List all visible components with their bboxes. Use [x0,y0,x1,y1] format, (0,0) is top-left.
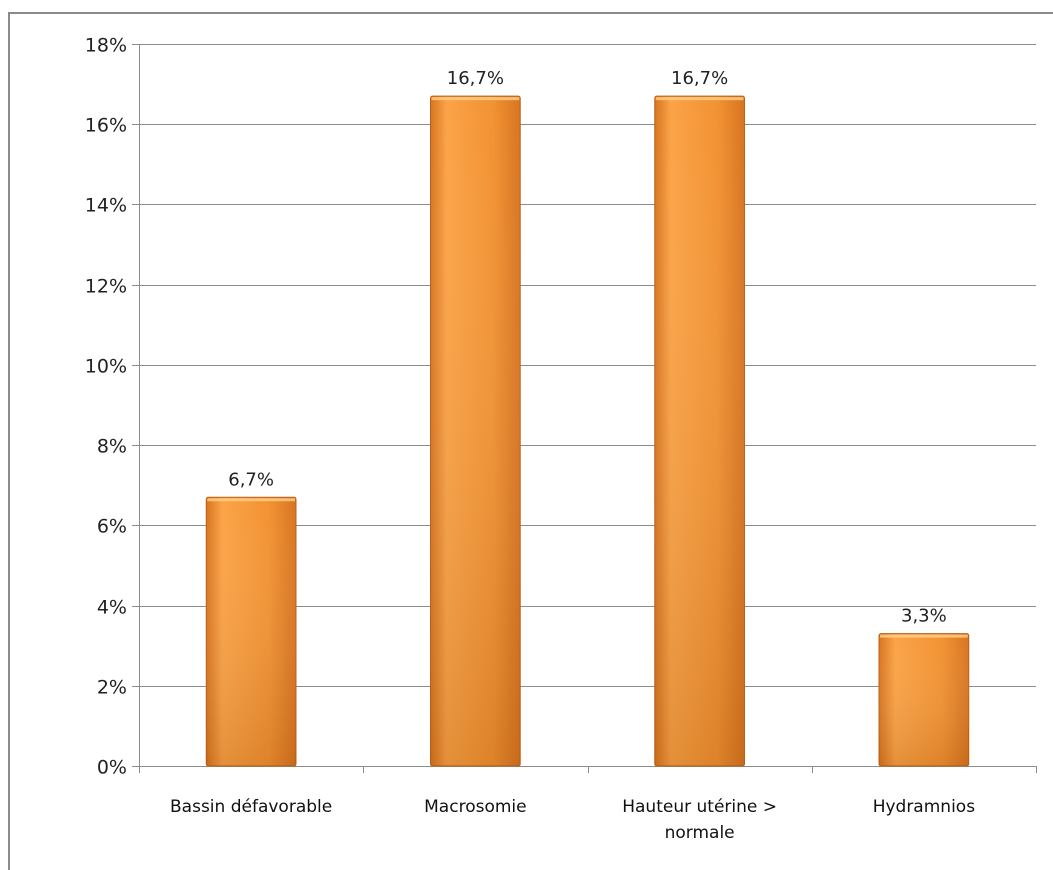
bar [878,633,970,767]
y-tick-label: 18% [85,35,127,57]
data-label: 16,7% [447,68,504,89]
data-label: 16,7% [671,68,728,89]
x-category-label: Hauteur utérine > normale [622,797,777,843]
x-category-label: Macrosomie [424,797,526,817]
data-label: 3,3% [901,606,947,627]
bars [205,95,970,767]
y-tick-label: 8% [97,436,127,458]
y-tick-label: 16% [85,115,127,137]
y-tick-label: 10% [85,356,127,378]
bar [654,95,745,767]
y-tick-label: 0% [97,757,127,779]
x-category-label: Hydramnios [873,797,976,817]
y-tick-label: 6% [97,516,127,538]
bar [205,496,297,767]
bar [430,95,521,767]
y-tick-label: 4% [97,597,127,619]
labels: 0% 2% 4% 6% 8% 10% 12% 14% 16% 18% 6,7% Bassin défa… [85,35,975,844]
y-tick-label: 2% [97,677,127,699]
y-tick-label: 12% [85,276,127,298]
x-category-label: Bassin défavorable [170,797,332,817]
y-tick-label: 14% [85,195,127,217]
data-label: 6,7% [228,469,274,490]
